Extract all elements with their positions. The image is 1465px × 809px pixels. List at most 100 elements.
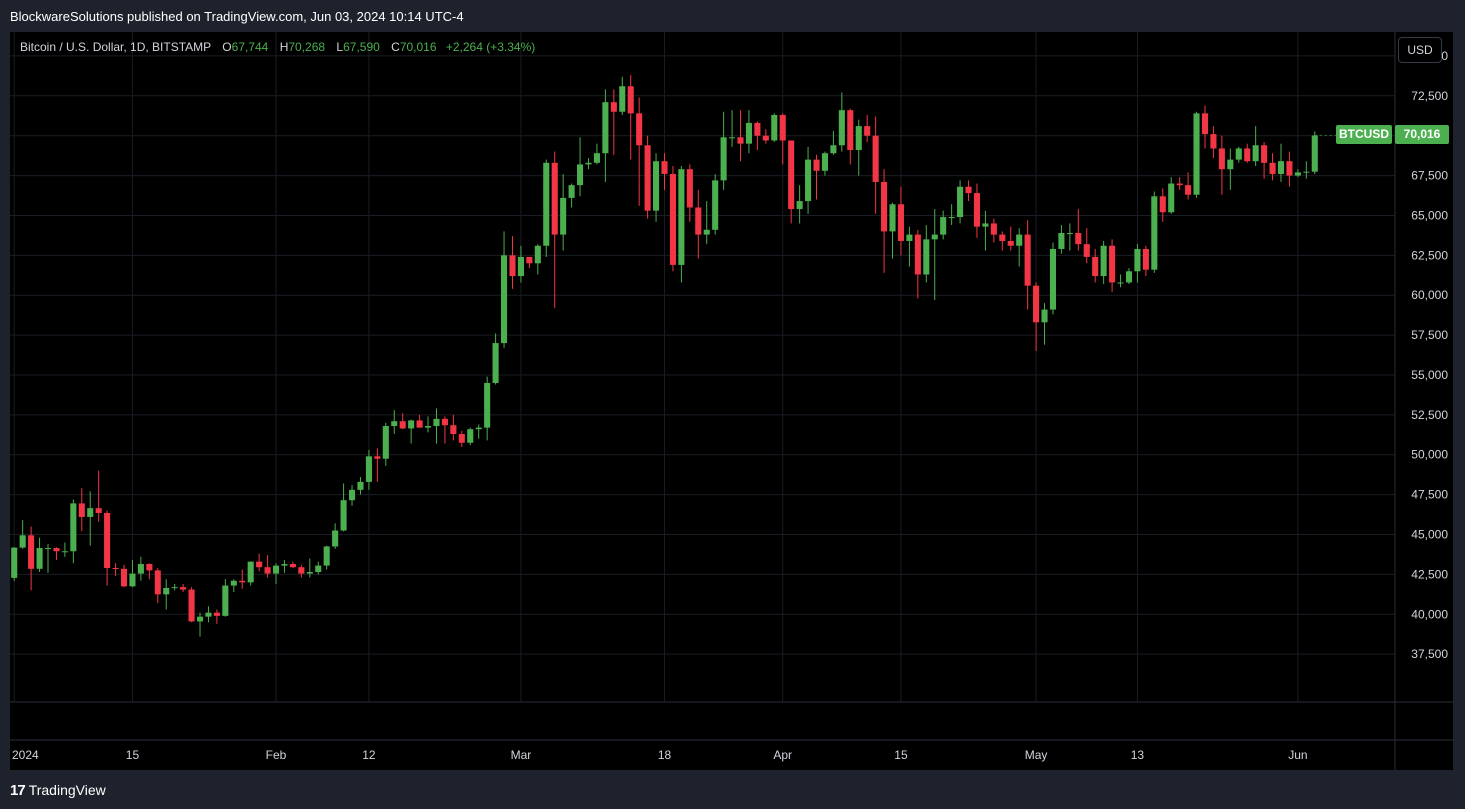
candle-body [1159, 196, 1166, 213]
candle-up [517, 245, 524, 283]
candle-body [171, 587, 178, 589]
candle-up [1277, 143, 1285, 182]
tradingview-logo[interactable]: 17 TradingView [10, 782, 106, 799]
candle-up [1134, 244, 1141, 283]
candle-body [1007, 240, 1014, 246]
candle-down [661, 153, 668, 190]
candle-body [95, 508, 102, 513]
candle-up [306, 558, 313, 578]
candle-body [965, 186, 972, 194]
candle-body [196, 616, 204, 622]
candle-up [1303, 161, 1310, 179]
candle-down [644, 135, 651, 219]
candle-down [146, 563, 153, 580]
candle-body [348, 489, 356, 501]
candle-body [737, 137, 744, 144]
candle-up [247, 561, 254, 586]
candle-up [87, 491, 94, 546]
candle-down [112, 563, 119, 576]
legend-open-label: O [222, 40, 232, 54]
candle-up [348, 485, 356, 506]
candle-body [1016, 234, 1023, 246]
candle-body [1269, 162, 1276, 174]
candle-body [1125, 271, 1133, 283]
candle-down [864, 114, 871, 143]
candle-body [323, 546, 330, 566]
candle-body [864, 126, 871, 136]
candle-body [315, 565, 322, 572]
candle-up [771, 113, 778, 143]
candle-up [602, 89, 609, 182]
candle-up [1311, 131, 1318, 175]
candle-up [923, 225, 930, 283]
candle-up [796, 185, 803, 224]
candle-body [703, 229, 710, 235]
candle-body [914, 234, 921, 275]
chart-area[interactable]: 75,00072,50070,00067,50065,00062,50060,0… [10, 32, 1453, 770]
candle-down [188, 587, 195, 623]
candle-body [1227, 159, 1234, 170]
candle-body [458, 434, 465, 443]
candle-down [965, 180, 972, 202]
candle-body [872, 135, 879, 182]
candle-up [281, 560, 288, 573]
candle-body [391, 421, 398, 427]
candle-up [560, 173, 567, 251]
candle-body [1277, 161, 1285, 174]
candle-up [568, 183, 575, 208]
candlestick-chart[interactable]: 75,00072,50070,00067,50065,00062,50060,0… [10, 32, 1453, 770]
candle-up [205, 606, 212, 623]
bottom-bar: 17 TradingView [0, 770, 1465, 809]
y-tick-label: 57,500 [1411, 328, 1448, 342]
candle-body [112, 568, 119, 569]
candle-up [1100, 240, 1107, 285]
candle-up [382, 422, 389, 466]
candle-down [990, 218, 997, 243]
candle-up [1294, 169, 1301, 178]
candle-down [1185, 172, 1192, 200]
candle-body [644, 145, 651, 211]
candle-up [61, 542, 68, 557]
legend-low-value: 67,590 [343, 40, 380, 54]
candle-body [120, 568, 128, 587]
candle-body [543, 162, 550, 246]
candle-body [146, 564, 153, 571]
candle-body [720, 137, 727, 181]
candle-body [788, 140, 795, 210]
candle-up [653, 153, 660, 222]
candle-down [551, 151, 558, 308]
candle-body [272, 565, 280, 574]
candle-body [450, 425, 457, 434]
currency-button[interactable]: USD [1398, 37, 1442, 63]
candle-down [686, 164, 693, 222]
candle-up [889, 202, 896, 259]
candle-up [11, 547, 18, 581]
y-tick-label: 37,500 [1411, 647, 1448, 661]
candle-up [484, 376, 491, 441]
candle-down [695, 189, 702, 259]
candle-body [332, 530, 339, 547]
legend-symbol: Bitcoin / U.S. Dollar, 1D, BITSTAMP [20, 40, 211, 54]
candle-down [1024, 220, 1031, 310]
candle-down [1075, 209, 1082, 251]
candle-down [509, 236, 516, 289]
publish-info: BlockwareSolutions published on TradingV… [10, 9, 464, 24]
x-tick-label: May [1025, 748, 1048, 762]
candle-body [636, 113, 643, 146]
candle-body [475, 427, 482, 430]
candle-down [53, 547, 60, 561]
candle-up [543, 159, 550, 257]
candle-body [762, 135, 769, 141]
candle-up [821, 151, 828, 176]
candle-down [1261, 142, 1268, 179]
candle-body [771, 114, 778, 141]
candle-body [957, 186, 964, 218]
candle-body [53, 548, 60, 552]
candle-body [754, 122, 761, 136]
candle-body [281, 564, 288, 566]
candle-down [180, 583, 187, 592]
candle-body [399, 421, 406, 429]
candle-down [1176, 177, 1183, 190]
candle-body [230, 580, 237, 586]
candle-body [619, 86, 626, 112]
